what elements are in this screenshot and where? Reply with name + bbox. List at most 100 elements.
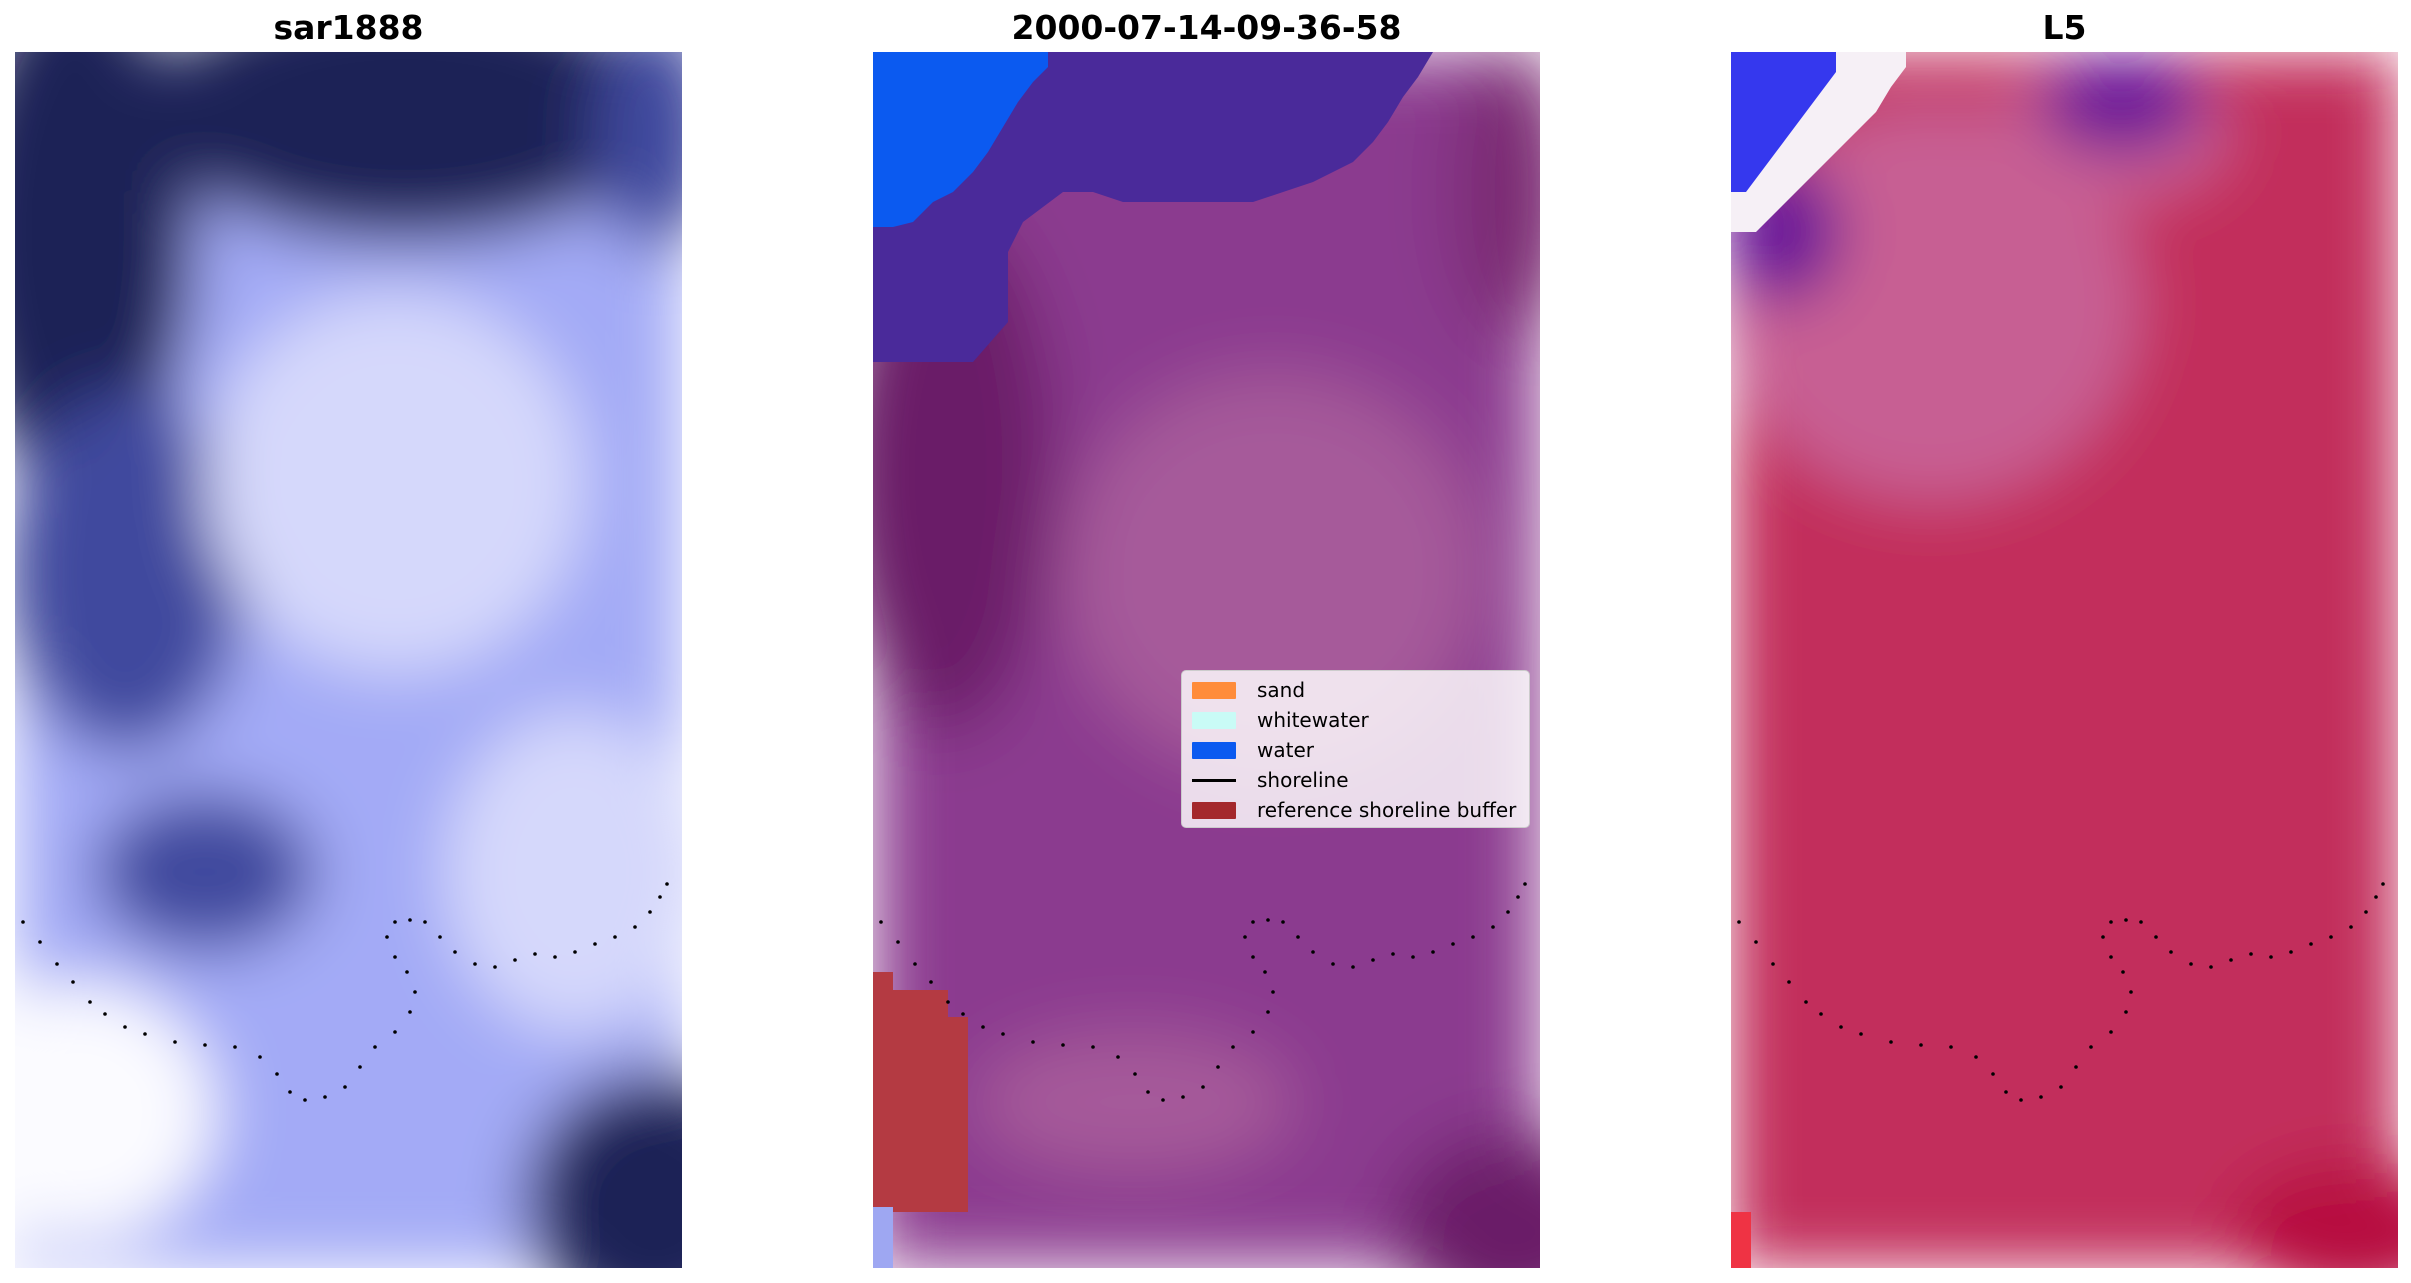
shoreline-point — [2124, 918, 2128, 922]
shoreline-point — [473, 962, 477, 966]
shoreline-point — [275, 1072, 279, 1076]
shoreline-point — [203, 1043, 207, 1047]
shoreline-point — [513, 958, 517, 962]
shoreline-point — [408, 918, 412, 922]
shoreline-point — [453, 950, 457, 954]
shoreline-point — [258, 1055, 262, 1059]
shoreline-point — [658, 895, 662, 899]
shoreline-point — [2381, 882, 2385, 886]
shoreline-point — [573, 950, 577, 954]
shoreline-point — [1251, 955, 1255, 959]
shoreline-point — [613, 935, 617, 939]
shoreline-point — [1516, 895, 1520, 899]
shoreline-point — [1839, 1025, 1843, 1029]
shoreline-point — [1311, 950, 1315, 954]
shoreline-point — [1819, 1012, 1823, 1016]
shoreline-point — [303, 1098, 307, 1102]
shoreline-point — [1243, 935, 1247, 939]
shoreline-point — [2124, 1010, 2128, 1014]
shoreline-point — [385, 935, 389, 939]
shoreline-point — [1216, 1065, 1220, 1069]
legend-swatch — [1192, 801, 1236, 819]
shoreline-point — [21, 920, 25, 924]
shoreline-point — [2019, 1098, 2023, 1102]
shoreline-point — [1266, 918, 1270, 922]
shoreline-point — [2004, 1090, 2008, 1094]
legend-item-water: water — [1182, 735, 1529, 765]
shoreline-point — [2229, 958, 2233, 962]
legend-item-whitewater: whitewater — [1182, 705, 1529, 735]
shoreline-point — [1491, 925, 1495, 929]
shoreline-point — [2289, 950, 2293, 954]
sar-image-panel — [15, 52, 682, 1268]
reference-buffer-region — [873, 972, 968, 1212]
shoreline-point — [493, 965, 497, 969]
shoreline-point — [2129, 990, 2133, 994]
shoreline-point — [1523, 882, 1527, 886]
shoreline-point — [423, 920, 427, 924]
shoreline-point — [2121, 970, 2125, 974]
shoreline-point — [405, 970, 409, 974]
shoreline-point — [323, 1095, 327, 1099]
shoreline-point — [1133, 1072, 1137, 1076]
shoreline-point — [413, 990, 417, 994]
shoreline-point — [1787, 980, 1791, 984]
shoreline-point — [1754, 940, 1758, 944]
shoreline-point — [1251, 920, 1255, 924]
shoreline-point — [1231, 1045, 1235, 1049]
panel-title-classified: 2000-07-14-09-36-58 — [1011, 8, 1402, 47]
shoreline-point — [233, 1045, 237, 1049]
shoreline-point — [1116, 1055, 1120, 1059]
shoreline-point — [1061, 1043, 1065, 1047]
shoreline-point — [946, 1000, 950, 1004]
legend-swatch — [1192, 711, 1236, 729]
shoreline-point — [1281, 920, 1285, 924]
shoreline-points — [1737, 882, 2385, 1102]
shoreline-point — [593, 942, 597, 946]
legend-label: sand — [1257, 678, 1306, 702]
shoreline-point — [1251, 1030, 1255, 1034]
shoreline-point — [961, 1012, 965, 1016]
shoreline-point — [1737, 920, 1741, 924]
shoreline-point — [1181, 1095, 1185, 1099]
shoreline-point — [393, 920, 397, 924]
shoreline-point — [2039, 1095, 2043, 1099]
shoreline-point — [1161, 1098, 1165, 1102]
index-image — [1731, 52, 2398, 1268]
legend-item-sand: sand — [1182, 675, 1529, 705]
shoreline-point — [2109, 1030, 2113, 1034]
shoreline-point — [1859, 1032, 1863, 1036]
index-image-panel — [1731, 52, 2398, 1268]
shoreline-point — [1451, 942, 1455, 946]
shoreline-point — [123, 1025, 127, 1029]
shoreline-point — [929, 980, 933, 984]
shoreline-point — [55, 962, 59, 966]
shoreline-point — [173, 1040, 177, 1044]
shoreline-point — [2109, 920, 2113, 924]
shoreline-point — [2101, 935, 2105, 939]
shoreline-points — [21, 882, 669, 1102]
legend-item-reference-shoreline-buffer: reference shoreline buffer — [1182, 795, 1529, 825]
legend-label: water — [1257, 738, 1314, 762]
shoreline-point — [896, 940, 900, 944]
shoreline-point — [1371, 958, 1375, 962]
shoreline-point — [2364, 910, 2368, 914]
shoreline-point — [38, 940, 42, 944]
shoreline-point — [143, 1032, 147, 1036]
shoreline-point — [1296, 935, 1300, 939]
shoreline-point — [1889, 1040, 1893, 1044]
shoreline-point — [1411, 955, 1415, 959]
shoreline-point — [2154, 935, 2158, 939]
shoreline-point — [2074, 1065, 2078, 1069]
shoreline-point — [1431, 950, 1435, 954]
shoreline-point — [2059, 1085, 2063, 1089]
shoreline-point — [633, 925, 637, 929]
shoreline-point — [1331, 962, 1335, 966]
shoreline-point — [665, 882, 669, 886]
shoreline-point — [2209, 965, 2213, 969]
shoreline-point — [88, 1000, 92, 1004]
legend-label: shoreline — [1257, 768, 1349, 792]
shoreline-point — [1506, 910, 1510, 914]
shoreline-point — [343, 1085, 347, 1089]
shoreline-point — [358, 1065, 362, 1069]
